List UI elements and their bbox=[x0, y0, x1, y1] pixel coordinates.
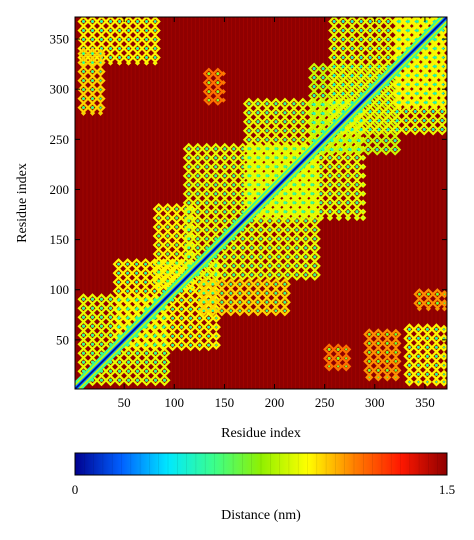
x-tick-label: 300 bbox=[365, 395, 385, 410]
x-tick-label: 150 bbox=[215, 395, 235, 410]
colorbar-frame bbox=[74, 452, 448, 476]
contact-block bbox=[197, 278, 291, 317]
colorbar-tick-label: 1.5 bbox=[439, 482, 455, 497]
y-tick-label: 350 bbox=[50, 32, 70, 47]
y-tick-label: 300 bbox=[50, 82, 70, 97]
y-tick-label: 250 bbox=[50, 132, 70, 147]
colorbar-gradient bbox=[75, 453, 447, 475]
x-tick-label: 250 bbox=[315, 395, 335, 410]
contact-block bbox=[202, 67, 226, 106]
x-axis-label: Residue index bbox=[221, 426, 301, 441]
colorbar-label: Distance (nm) bbox=[221, 508, 301, 523]
colorbar-tick-label: 0 bbox=[72, 482, 79, 497]
contact-block bbox=[77, 47, 106, 116]
x-tick-label: 200 bbox=[265, 395, 285, 410]
colorbar: 0 1.5 bbox=[72, 452, 455, 497]
x-tick-label: 50 bbox=[118, 395, 131, 410]
y-axis-label: Residue index bbox=[15, 163, 30, 243]
heatmap-plot-area bbox=[74, 16, 448, 390]
y-tick-label: 150 bbox=[50, 232, 70, 247]
x-tick-label: 100 bbox=[165, 395, 185, 410]
contact-block bbox=[413, 288, 447, 312]
contact-block bbox=[403, 323, 447, 387]
contact-block bbox=[363, 328, 402, 382]
contact-block bbox=[77, 17, 161, 66]
diagonal-band bbox=[75, 17, 447, 389]
x-axis: 50 100 150 200 250 300 350 bbox=[118, 17, 435, 410]
y-axis: 50 100 150 200 250 300 350 bbox=[50, 32, 447, 347]
y-tick-label: 100 bbox=[50, 282, 70, 297]
y-tick-label: 50 bbox=[56, 332, 69, 347]
y-tick-label: 200 bbox=[50, 182, 70, 197]
contact-block bbox=[323, 343, 352, 372]
x-tick-label: 350 bbox=[415, 395, 435, 410]
plot-frame bbox=[74, 16, 448, 390]
